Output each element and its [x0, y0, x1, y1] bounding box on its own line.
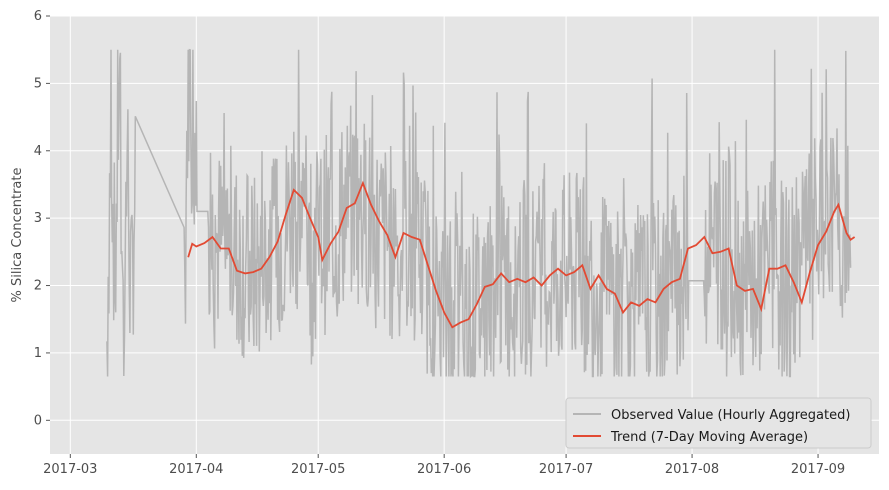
series-observed-value: [106, 48, 852, 379]
x-tick-label: 2017-09: [791, 462, 845, 477]
x-tick-label: 2017-08: [665, 462, 719, 477]
x-tick-label: 2017-05: [291, 462, 345, 477]
trend-line: [187, 180, 856, 329]
legend-box: [565, 397, 872, 449]
y-tick-label: 3: [34, 211, 42, 226]
y-tick-label: 0: [34, 413, 42, 428]
x-tick-label: 2017-04: [169, 462, 223, 477]
y-tick-label: 6: [34, 9, 42, 24]
x-tick-label: 2017-07: [539, 462, 593, 477]
y-axis-title: % Silica Concentrate: [10, 168, 25, 303]
y-tick-label: 4: [34, 144, 42, 159]
legend-label-observed: Observed Value (Hourly Aggregated): [611, 408, 850, 423]
legend-label-trend: Trend (7-Day Moving Average): [610, 430, 808, 445]
legend: Observed Value (Hourly Aggregated) Trend…: [565, 397, 872, 449]
x-tick-label: 2017-06: [417, 462, 471, 477]
x-tick-label: 2017-03: [43, 462, 97, 477]
y-tick-label: 1: [34, 346, 42, 361]
observed-line: [106, 48, 852, 379]
y-axis-ticks: 0 1 2 3 4 5 6: [34, 9, 50, 428]
x-axis-ticks: 2017-03 2017-04 2017-05 2017-06 2017-07 2017-…: [43, 454, 845, 477]
y-tick-label: 2: [34, 279, 42, 294]
y-tick-label: 5: [34, 76, 42, 91]
series-trend: [187, 180, 856, 329]
